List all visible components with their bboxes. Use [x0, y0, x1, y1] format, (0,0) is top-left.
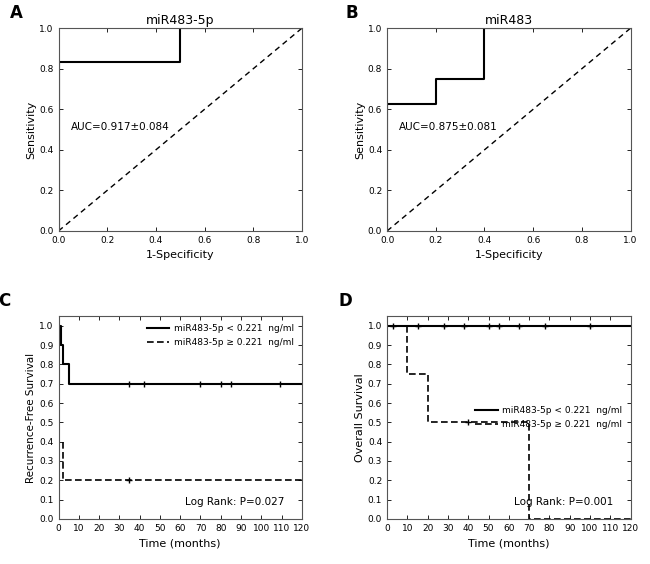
miR483-5p ≥ 0.221  ng/ml [384, 323, 391, 329]
Title: miR483-5p: miR483-5p [146, 14, 214, 27]
miR483-5p ≥ 0.221  ng/ml [58, 477, 66, 484]
X-axis label: 1-Specificity: 1-Specificity [146, 250, 214, 261]
miR483-5p < 0.221  ng/ml [58, 361, 66, 368]
miR483-5p < 0.221  ng/ml [298, 380, 305, 387]
Text: Log Rank: P=0.001: Log Rank: P=0.001 [514, 497, 613, 506]
miR483-5p ≥ 0.221  ng/ml [298, 477, 305, 484]
miR483-5p ≥ 0.221  ng/ml [525, 419, 533, 426]
Line: miR483-5p ≥ 0.221  ng/ml: miR483-5p ≥ 0.221 ng/ml [58, 326, 302, 481]
Y-axis label: Recurrence-Free Survival: Recurrence-Free Survival [27, 352, 36, 483]
Text: AUC=0.917±0.084: AUC=0.917±0.084 [71, 122, 170, 131]
Title: miR483: miR483 [485, 14, 533, 27]
Y-axis label: Sensitivity: Sensitivity [355, 100, 365, 158]
Y-axis label: Sensitivity: Sensitivity [27, 100, 36, 158]
X-axis label: 1-Specificity: 1-Specificity [474, 250, 543, 261]
miR483-5p ≥ 0.221  ng/ml [58, 438, 66, 445]
miR483-5p ≥ 0.221  ng/ml [424, 371, 432, 377]
Text: C: C [0, 292, 10, 310]
Legend: miR483-5p < 0.221  ng/ml, miR483-5p ≥ 0.221  ng/ml: miR483-5p < 0.221 ng/ml, miR483-5p ≥ 0.2… [143, 320, 298, 350]
Text: D: D [339, 292, 352, 310]
miR483-5p ≥ 0.221  ng/ml [424, 419, 432, 426]
miR483-5p ≥ 0.221  ng/ml [627, 515, 634, 522]
X-axis label: Time (months): Time (months) [140, 538, 221, 548]
Text: B: B [346, 4, 358, 22]
miR483-5p ≥ 0.221  ng/ml [404, 323, 411, 329]
Y-axis label: Overall Survival: Overall Survival [355, 373, 365, 462]
miR483-5p < 0.221  ng/ml [65, 361, 73, 368]
miR483-5p < 0.221  ng/ml [55, 323, 62, 329]
X-axis label: Time (months): Time (months) [468, 538, 549, 548]
Line: miR483-5p ≥ 0.221  ng/ml: miR483-5p ≥ 0.221 ng/ml [387, 326, 630, 519]
Text: A: A [10, 4, 23, 22]
miR483-5p ≥ 0.221  ng/ml [55, 438, 62, 445]
miR483-5p ≥ 0.221  ng/ml [55, 323, 62, 329]
miR483-5p ≥ 0.221  ng/ml [404, 371, 411, 377]
Line: miR483-5p < 0.221  ng/ml: miR483-5p < 0.221 ng/ml [58, 326, 302, 384]
miR483-5p < 0.221  ng/ml [65, 380, 73, 387]
miR483-5p < 0.221  ng/ml [57, 342, 64, 349]
miR483-5p ≥ 0.221  ng/ml [525, 515, 533, 522]
miR483-5p < 0.221  ng/ml [58, 342, 66, 349]
miR483-5p ≥ 0.221  ng/ml [79, 477, 86, 484]
miR483-5p ≥ 0.221  ng/ml [79, 477, 86, 484]
Text: Log Rank: P=0.027: Log Rank: P=0.027 [185, 497, 285, 506]
miR483-5p < 0.221  ng/ml [57, 323, 64, 329]
Text: AUC=0.875±0.081: AUC=0.875±0.081 [399, 122, 498, 131]
Legend: miR483-5p < 0.221  ng/ml, miR483-5p ≥ 0.221  ng/ml: miR483-5p < 0.221 ng/ml, miR483-5p ≥ 0.2… [471, 403, 626, 433]
